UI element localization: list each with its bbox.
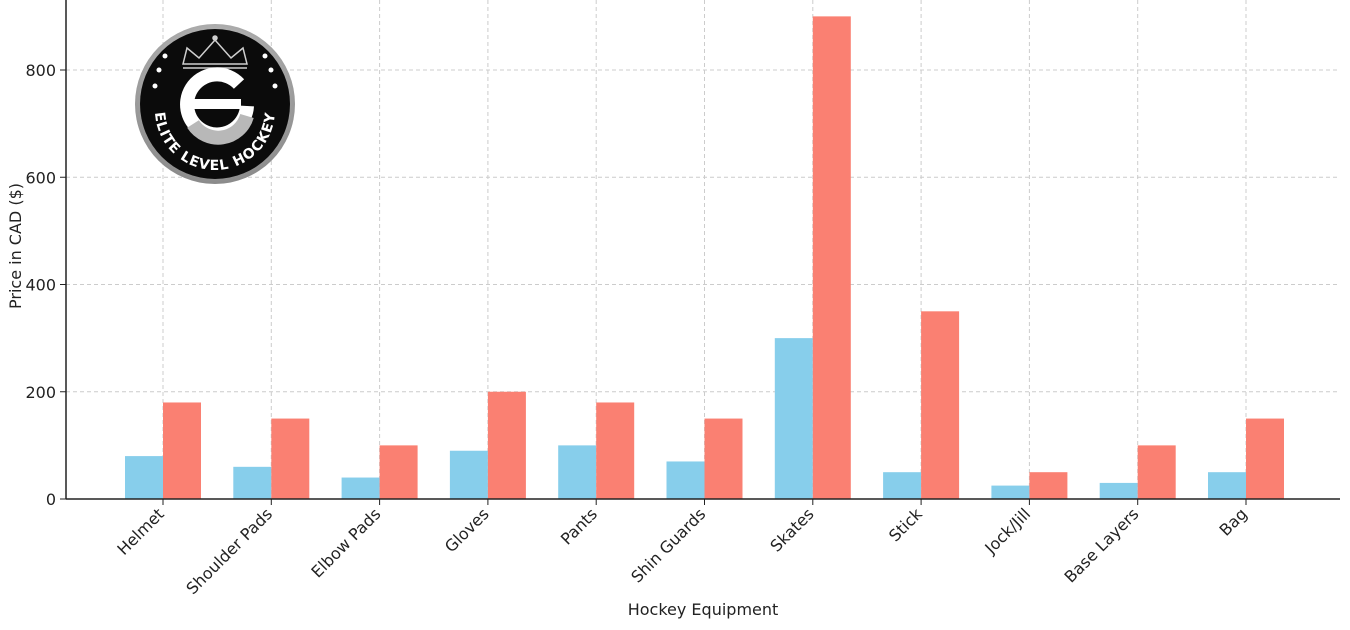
axes xyxy=(65,0,1340,500)
y-tick-label: 800 xyxy=(25,61,56,80)
x-tick-label: Helmet xyxy=(113,504,167,558)
y-tick-label: 200 xyxy=(25,383,56,402)
x-axis-title: Hockey Equipment xyxy=(628,600,779,619)
bar-helmet-series-1 xyxy=(125,456,163,499)
bar-bag-series-2 xyxy=(1246,418,1284,499)
x-tick-label: Bag xyxy=(1216,504,1251,539)
elite-level-hockey-logo: ELITE LEVEL HOCKEY xyxy=(135,24,295,184)
x-ticks: Helmet Shoulder Pads Elbow Pads Gloves Pants… xyxy=(113,499,1251,598)
bar-shin-guards-series-1 xyxy=(666,461,705,499)
x-tick-label: Gloves xyxy=(441,504,493,556)
y-tick-label: 600 xyxy=(25,168,56,187)
bar-skates-series-2 xyxy=(812,16,851,499)
x-tick-label: Skates xyxy=(766,504,817,555)
bar-base-layers-series-1 xyxy=(1099,482,1138,499)
y-tick-label: 400 xyxy=(25,276,56,295)
bar-stick-series-1 xyxy=(883,472,922,499)
y-axis-title: Price in CAD ($) xyxy=(6,183,25,309)
bar-jock-jill-series-2 xyxy=(1029,472,1068,499)
bar-bag-series-1 xyxy=(1208,472,1246,499)
bar-stick-series-2 xyxy=(921,311,960,499)
bar-base-layers-series-2 xyxy=(1137,445,1176,499)
bar-shoulder-pads-series-1 xyxy=(233,466,272,499)
bar-shin-guards-series-2 xyxy=(704,418,743,499)
x-tick-label: Shoulder Pads xyxy=(182,504,276,598)
x-tick-label: Elbow Pads xyxy=(307,504,384,581)
bar-gloves-series-2 xyxy=(487,391,526,499)
x-tick-label: Base Layers xyxy=(1061,504,1143,586)
bar-pants-series-2 xyxy=(596,402,635,499)
bar-skates-series-1 xyxy=(774,338,813,499)
x-tick-label: Stick xyxy=(885,504,926,545)
x-tick-label: Shin Guards xyxy=(627,504,709,586)
y-ticks: 0 200 400 600 800 xyxy=(25,61,66,509)
bar-elbow-pads-series-1 xyxy=(341,477,380,499)
bar-jock-jill-series-1 xyxy=(991,485,1030,499)
bar-helmet-series-2 xyxy=(163,402,201,499)
y-tick-label: 0 xyxy=(46,490,56,509)
logo-dots xyxy=(152,53,278,89)
bar-gloves-series-1 xyxy=(449,450,488,499)
x-tick-label: Pants xyxy=(557,504,601,548)
bar-shoulder-pads-series-2 xyxy=(271,418,310,499)
bar-elbow-pads-series-2 xyxy=(379,445,418,499)
x-tick-label: Jock/Jill xyxy=(980,504,1034,558)
e-letter-mark xyxy=(180,67,254,145)
bar-pants-series-1 xyxy=(558,445,597,499)
bars xyxy=(125,16,1284,499)
